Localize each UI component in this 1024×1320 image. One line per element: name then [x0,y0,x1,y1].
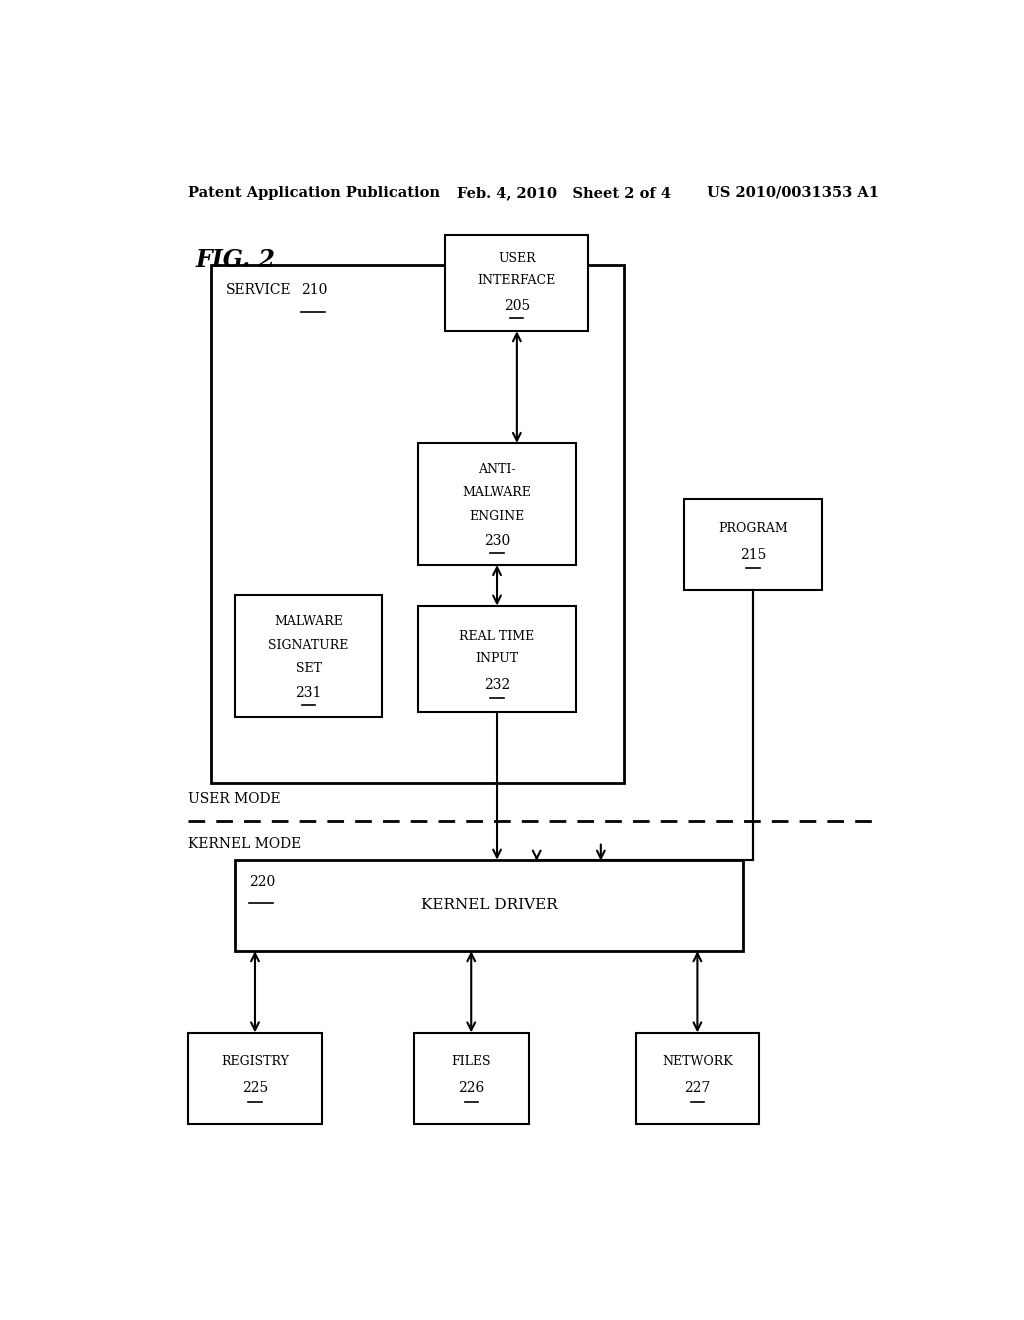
Text: 231: 231 [295,686,322,700]
Bar [445,235,589,331]
Bar [187,1032,323,1125]
Text: REAL TIME: REAL TIME [460,630,535,643]
Text: FILES: FILES [452,1056,490,1068]
Bar [236,859,743,952]
Text: USER: USER [498,252,536,265]
Text: MALWARE: MALWARE [274,615,343,628]
Text: 220: 220 [250,875,275,888]
Text: NETWORK: NETWORK [663,1056,733,1068]
Text: 230: 230 [484,533,510,548]
Text: 215: 215 [739,548,766,562]
Text: REGISTRY: REGISTRY [221,1056,289,1068]
Text: US 2010/0031353 A1: US 2010/0031353 A1 [708,186,880,199]
Text: KERNEL MODE: KERNEL MODE [187,837,301,851]
Text: 205: 205 [504,300,530,313]
Text: Feb. 4, 2010   Sheet 2 of 4: Feb. 4, 2010 Sheet 2 of 4 [458,186,672,199]
Bar [236,595,382,718]
Text: USER MODE: USER MODE [187,792,281,805]
Bar [414,1032,528,1125]
Text: FIG. 2: FIG. 2 [196,248,275,272]
Text: INPUT: INPUT [475,652,518,665]
Text: 225: 225 [242,1081,268,1096]
Text: 227: 227 [684,1081,711,1096]
Bar [636,1032,759,1125]
Text: 226: 226 [458,1081,484,1096]
Text: KERNEL DRIVER: KERNEL DRIVER [421,899,557,912]
Bar [418,606,577,713]
Bar [418,444,577,565]
Text: SIGNATURE: SIGNATURE [268,639,349,652]
Text: ENGINE: ENGINE [469,510,524,523]
Text: INTERFACE: INTERFACE [478,275,556,288]
Bar [211,265,624,784]
Text: PROGRAM: PROGRAM [718,521,787,535]
Text: SERVICE: SERVICE [225,284,291,297]
Bar [684,499,822,590]
Text: SET: SET [296,663,322,675]
Text: ANTI-: ANTI- [478,463,516,477]
Text: MALWARE: MALWARE [463,486,531,499]
Text: 232: 232 [484,678,510,693]
Text: Patent Application Publication: Patent Application Publication [187,186,439,199]
Text: 210: 210 [301,284,328,297]
